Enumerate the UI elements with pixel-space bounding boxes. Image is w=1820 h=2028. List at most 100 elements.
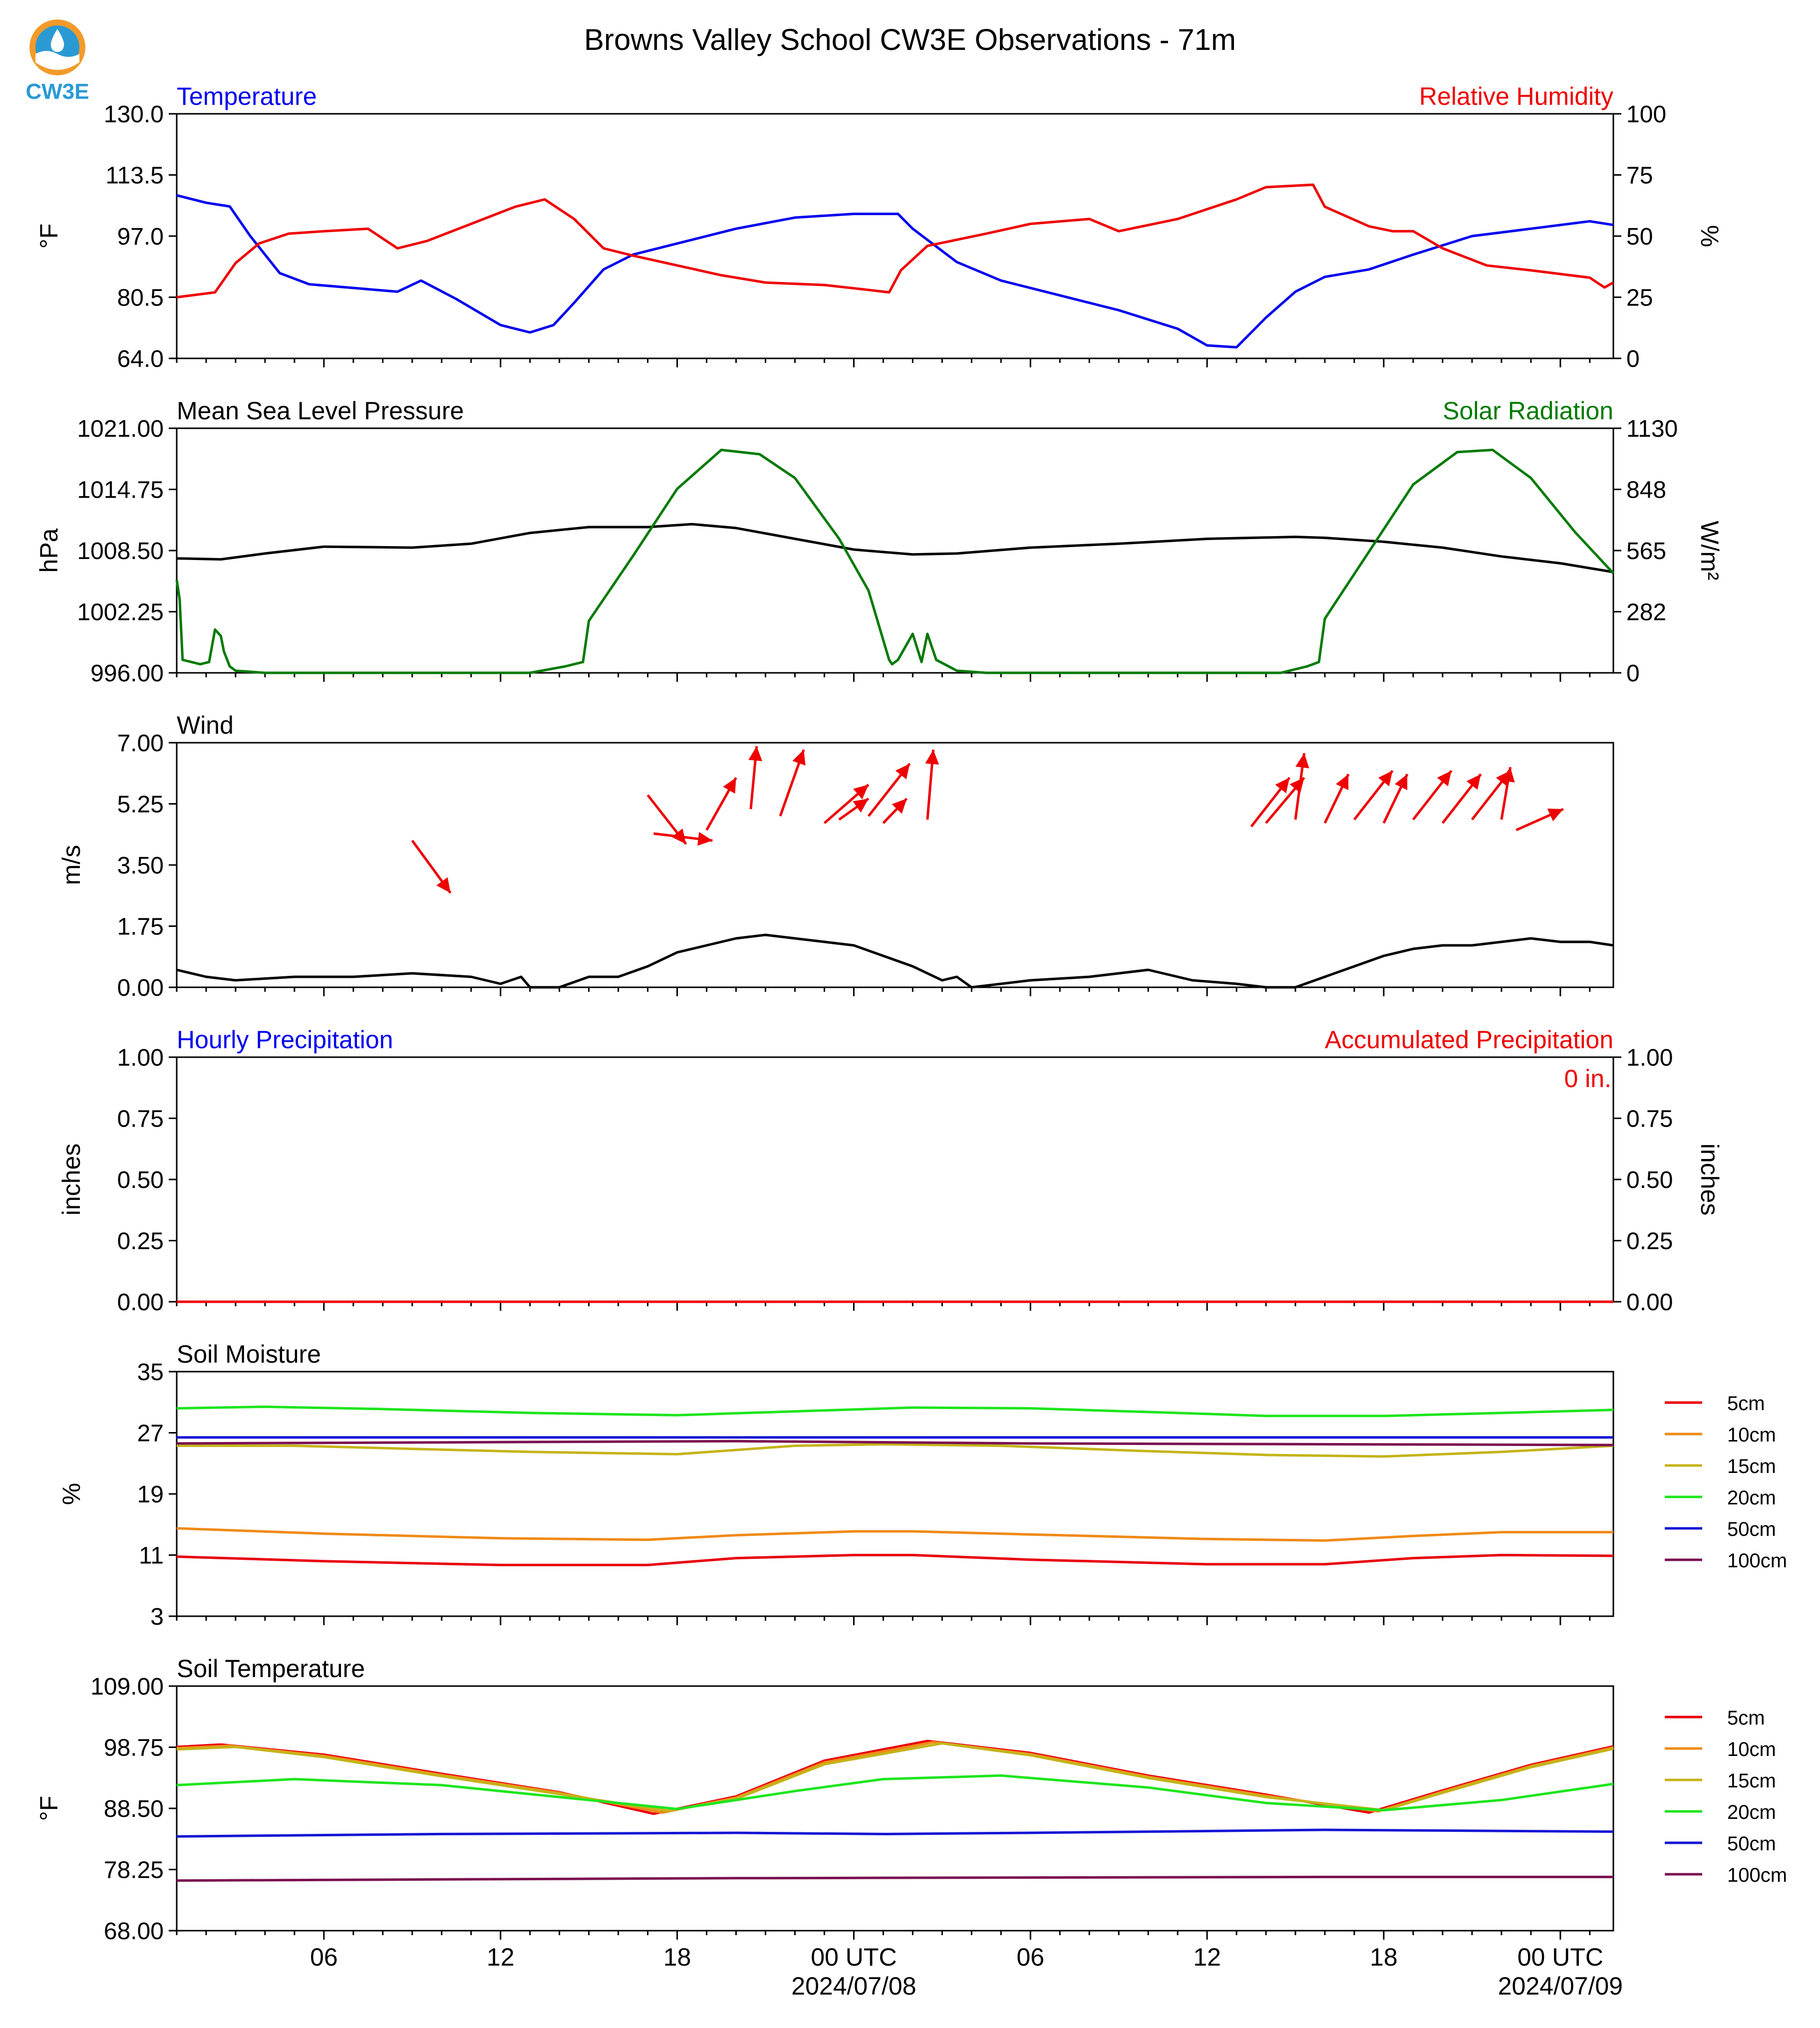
y-tick-label: 0.00: [117, 1289, 164, 1316]
legend-label: 100cm: [1727, 1864, 1787, 1886]
y-tick-label: 1008.50: [77, 538, 164, 565]
panels: 130.0 113.5 97.0 80.5 64.0 100 75 50 25 0 Temperat…: [35, 82, 1787, 2000]
y-right-tick-label: 0.00: [1626, 1289, 1673, 1316]
y-tick-label: 68.00: [104, 1918, 164, 1945]
y-axis-label: °F: [35, 224, 63, 249]
x-tick-label: 18: [663, 1943, 691, 1971]
wind-arrow-head: [436, 877, 451, 893]
wind-arrow-head: [892, 799, 907, 814]
x-tick-label: 06: [1016, 1943, 1044, 1971]
wind-arrow-head: [1437, 771, 1452, 787]
series-line-20cm: [176, 1774, 1614, 1812]
wind-arrow-head: [853, 799, 869, 813]
y-tick-label: 113.5: [105, 163, 164, 189]
y-right-tick-label: 0.50: [1626, 1167, 1673, 1193]
logo-text: CW3E: [25, 79, 89, 104]
panel-1: 1021.00 1014.75 1008.50 1002.25 996.00 1130 84…: [35, 397, 1724, 687]
panel-5: 109.00 98.75 88.50 78.25 68.00 Soil Temperatu…: [35, 1655, 1787, 1945]
accumulated-total-label: 0 in.: [1564, 1065, 1611, 1093]
y-tick-label: 11: [139, 1543, 164, 1569]
panel-frame: [176, 1056, 1614, 1303]
y-right-tick-label: 100: [1626, 101, 1666, 128]
panel-title-right: Solar Radiation: [1443, 397, 1613, 425]
y-right-axis-label: %: [1696, 225, 1724, 247]
panel-3: 1.00 0.75 0.50 0.25 0.00 1.00 0.75 0.50 0.25 0.00…: [57, 1026, 1724, 1316]
wind-arrow-head: [1395, 774, 1408, 790]
y-tick-label: 1.00: [117, 1045, 164, 1071]
series-line-relative-humidity: [176, 183, 1614, 298]
y-tick-label: 1.75: [117, 914, 164, 940]
series-line-5cm: [176, 1554, 1614, 1566]
y-right-tick-label: 0: [1626, 660, 1640, 687]
panel-frame: [176, 113, 1614, 359]
x-tick-label: 00 UTC: [1517, 1943, 1603, 1971]
legend-label: 50cm: [1727, 1833, 1776, 1855]
panel-title-left: Soil Moisture: [177, 1340, 321, 1368]
series-line-mean-sea-level-pressure: [176, 523, 1614, 574]
x-date-label: 2024/07/08: [791, 1972, 916, 2000]
cw3e-logo: CW3E: [25, 19, 89, 104]
y-tick-label: 35: [137, 1359, 164, 1386]
panel-2: 7.00 5.25 3.50 1.75 0.00 Wind m/s: [57, 711, 1614, 1001]
panel-title-left: Soil Temperature: [177, 1655, 365, 1683]
y-right-tick-label: 0: [1626, 346, 1640, 372]
series-line-20cm: [176, 1405, 1614, 1418]
panel-0: 130.0 113.5 97.0 80.5 64.0 100 75 50 25 0 Temperat…: [35, 82, 1724, 372]
legend-label: 10cm: [1727, 1738, 1776, 1760]
wind-arrow-head: [1295, 753, 1309, 769]
series-line-wind: [176, 933, 1614, 989]
series-line-100cm: [176, 1440, 1614, 1447]
wind-arrow-head: [1466, 774, 1481, 790]
y-right-axis-label: inches: [1696, 1144, 1724, 1216]
wind-arrow-head: [1501, 767, 1515, 783]
wind-arrow-head: [1378, 771, 1393, 787]
y-axis-label: %: [57, 1483, 85, 1505]
panel-title-right: Accumulated Precipitation: [1325, 1026, 1613, 1054]
x-tick-label: 12: [1193, 1943, 1221, 1971]
x-date-label: 2024/07/09: [1498, 1972, 1623, 2000]
legend-label: 20cm: [1727, 1487, 1776, 1509]
wind-arrow-head: [925, 750, 939, 765]
y-tick-label: 1021.00: [77, 416, 164, 442]
panel-title-left: Hourly Precipitation: [177, 1026, 393, 1054]
y-axis-label: m/s: [57, 845, 85, 885]
legend-label: 15cm: [1727, 1770, 1776, 1792]
legend-label: 15cm: [1727, 1455, 1776, 1477]
series-line-15cm: [177, 1443, 1614, 1458]
y-tick-label: 3.50: [117, 853, 164, 879]
panel-title-right: Relative Humidity: [1419, 82, 1613, 110]
y-tick-label: 27: [137, 1421, 164, 1447]
y-tick-label: 7.00: [117, 730, 164, 757]
y-axis-label: hPa: [35, 528, 63, 573]
series-line-15cm: [176, 1742, 1614, 1812]
legend-label: 50cm: [1727, 1518, 1776, 1540]
y-tick-label: 1002.25: [77, 599, 164, 626]
y-axis-label: inches: [57, 1144, 85, 1216]
y-tick-label: 0.00: [117, 975, 164, 1001]
y-axis-label: °F: [35, 1796, 63, 1821]
y-tick-label: 97.0: [117, 224, 164, 250]
series-line-temperature: [176, 194, 1614, 349]
y-tick-label: 88.50: [104, 1796, 164, 1822]
x-tick-label: 18: [1370, 1943, 1398, 1971]
y-right-tick-label: 1.00: [1626, 1045, 1673, 1071]
y-tick-label: 996.00: [90, 660, 164, 687]
series-line-10cm: [176, 1527, 1613, 1542]
y-tick-label: 0.75: [117, 1106, 164, 1133]
y-right-tick-label: 282: [1626, 599, 1666, 626]
wind-arrow-head: [697, 832, 713, 846]
y-tick-label: 3: [150, 1604, 164, 1630]
y-right-tick-label: 848: [1626, 477, 1666, 504]
panel-frame: [176, 427, 1614, 674]
y-tick-label: 1014.75: [77, 477, 164, 504]
wind-arrow-head: [723, 778, 736, 794]
legend-label: 5cm: [1727, 1707, 1765, 1729]
panel-title-left: Mean Sea Level Pressure: [177, 397, 464, 425]
wind-arrow-head: [1336, 774, 1349, 790]
panel-4: 35 27 19 11 3 Soil Moisture% 5cm 10cm 15cm 20cm 50…: [57, 1340, 1787, 1630]
wind-arrow-head: [853, 785, 869, 800]
legend-label: 5cm: [1727, 1393, 1765, 1415]
y-right-tick-label: 75: [1626, 163, 1653, 189]
wind-arrow-head: [792, 750, 806, 766]
